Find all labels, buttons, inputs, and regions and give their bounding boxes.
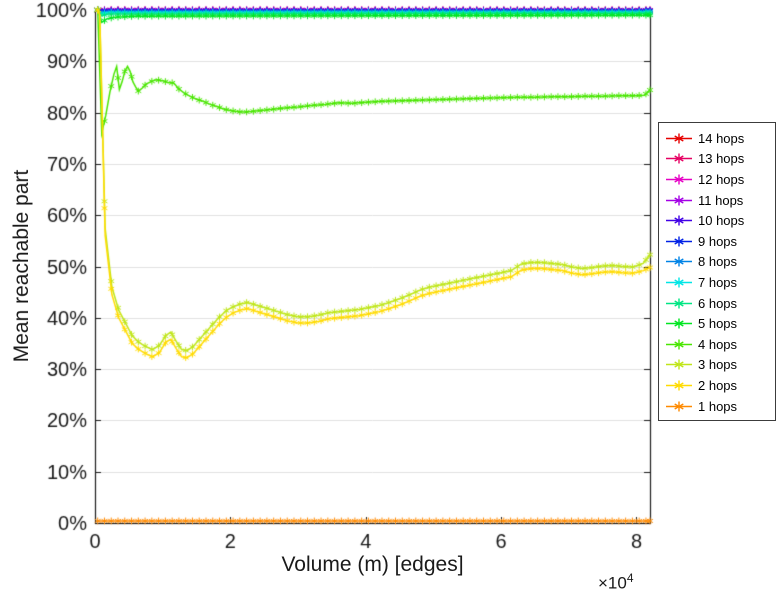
- legend-item: 6 hops: [659, 293, 775, 314]
- legend-item: 1 hops: [659, 396, 775, 417]
- legend-item: 10 hops: [659, 210, 775, 231]
- legend-marker-asterisk-icon: [666, 298, 692, 309]
- legend-item-label: 10 hops: [698, 213, 745, 229]
- legend-item: 5 hops: [659, 313, 775, 334]
- legend-marker-asterisk-icon: [666, 174, 692, 185]
- legend-marker-asterisk-icon: [666, 133, 692, 144]
- legend-item: 3 hops: [659, 355, 775, 376]
- legend-item-label: 7 hops: [698, 274, 738, 290]
- legend-item-label: 3 hops: [698, 357, 738, 373]
- legend-item-label: 4 hops: [698, 336, 738, 352]
- legend-marker-asterisk-icon: [666, 236, 692, 247]
- legend-item-label: 8 hops: [698, 254, 738, 270]
- legend-marker-asterisk-icon: [666, 339, 692, 350]
- legend: 14 hops 13 hops 12 hops 11 hops 10 hops 9 hop…: [658, 122, 776, 422]
- legend-item: 8 hops: [659, 252, 775, 273]
- x-axis-exponent-base: ×10: [598, 573, 627, 593]
- legend-marker-asterisk-icon: [666, 277, 692, 288]
- legend-item: 13 hops: [659, 149, 775, 170]
- y-axis-label: Mean reachable part: [10, 169, 33, 363]
- x-axis-label: Volume (m) [edges]: [281, 553, 464, 576]
- legend-item-label: 13 hops: [698, 151, 745, 167]
- legend-item-label: 11 hops: [698, 192, 744, 208]
- legend-item: 2 hops: [659, 375, 775, 396]
- legend-marker-asterisk-icon: [666, 359, 692, 370]
- x-axis-exponent-power: 4: [626, 571, 634, 585]
- legend-item: 14 hops: [659, 128, 775, 149]
- x-axis-exponent: ×104: [598, 571, 634, 594]
- legend-item-label: 12 hops: [698, 171, 745, 187]
- legend-item-label: 1 hops: [698, 398, 738, 414]
- legend-item: 11 hops: [659, 190, 775, 211]
- legend-item: 4 hops: [659, 334, 775, 355]
- legend-item-label: 14 hops: [698, 130, 745, 146]
- legend-item-label: 2 hops: [698, 377, 738, 393]
- legend-marker-asterisk-icon: [666, 195, 692, 206]
- legend-marker-asterisk-icon: [666, 153, 692, 164]
- legend-item: 12 hops: [659, 169, 775, 190]
- legend-marker-asterisk-icon: [666, 215, 692, 226]
- legend-marker-asterisk-icon: [666, 318, 692, 329]
- legend-item-label: 5 hops: [698, 316, 738, 332]
- legend-item-label: 6 hops: [698, 295, 738, 311]
- legend-marker-asterisk-icon: [666, 401, 692, 412]
- legend-item: 7 hops: [659, 272, 775, 293]
- legend-item-label: 9 hops: [698, 233, 738, 249]
- legend-marker-asterisk-icon: [666, 380, 692, 391]
- legend-item: 9 hops: [659, 231, 775, 252]
- legend-marker-asterisk-icon: [666, 256, 692, 267]
